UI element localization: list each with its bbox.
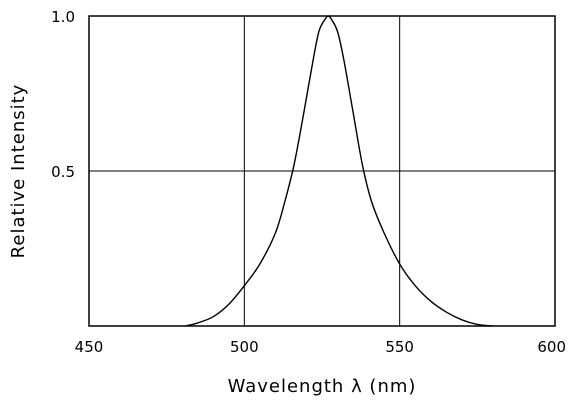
- x-tick-label-0: 450: [75, 338, 104, 356]
- grid-lines: [89, 16, 555, 326]
- y-tick-label-1: 1.0: [51, 8, 75, 26]
- x-tick-label-1: 500: [230, 338, 259, 356]
- y-tick-label-0: 0.5: [51, 163, 75, 181]
- y-axis-label: Relative Intensity: [8, 84, 29, 259]
- x-tick-labels: 450 500 550 600: [75, 338, 566, 356]
- x-axis-label: Wavelength λ (nm): [228, 376, 417, 397]
- x-tick-label-3: 600: [537, 338, 566, 356]
- x-tick-label-2: 550: [385, 338, 414, 356]
- plot-frame: [88, 15, 556, 327]
- y-tick-labels: 0.5 1.0: [51, 8, 75, 181]
- intensity-curve: [185, 15, 493, 327]
